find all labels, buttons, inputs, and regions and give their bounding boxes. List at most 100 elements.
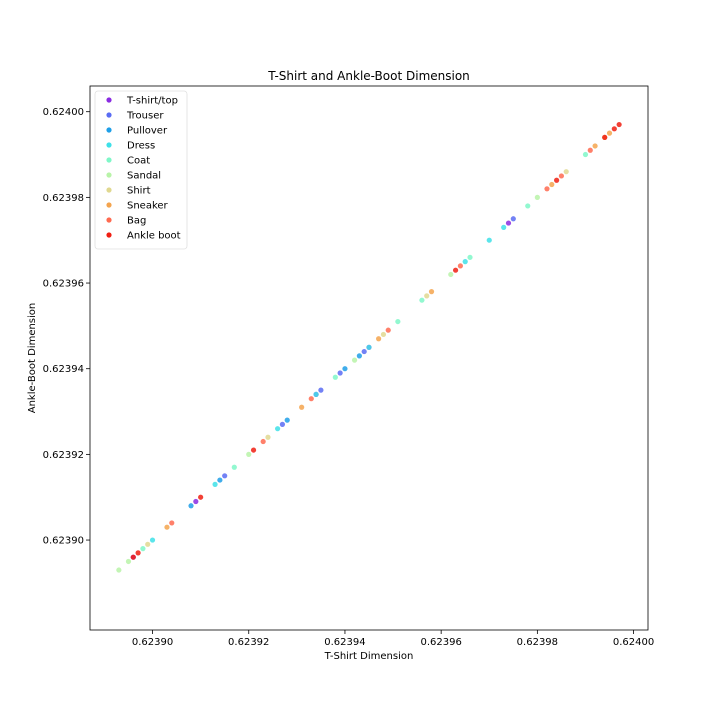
legend-marker [106,127,112,133]
point-dress [149,537,156,543]
point-ankle-boot [602,134,608,141]
point-sandal [116,567,122,573]
point-shirt [380,331,387,338]
point-sneaker [428,289,435,295]
point-pullover [188,503,194,509]
chart-title: T-Shirt and Ankle-Boot Dimension [267,69,470,83]
point-sneaker [299,404,305,410]
point-ankle-boot [611,126,617,132]
point-trouser [279,421,286,427]
point-trouser [222,473,228,479]
x-tick-label: 0.62398 [517,637,558,648]
point-dress [212,481,218,487]
x-tick-label: 0.62390 [132,637,173,648]
legend: T-shirt/top Trouser Pullover Dress Coat Sanda… [94,90,188,250]
point-pullover [217,477,223,483]
legend-label: Coat [127,156,150,167]
point-sandal [125,558,132,565]
point-coat [525,203,531,209]
point-ankle-boot [198,494,204,500]
point-trouser [510,216,516,222]
point-bag [558,173,565,179]
point-sandal [448,271,454,278]
point-ankle-boot [130,554,136,560]
point-bag [457,263,463,269]
legend-label: Bag [127,216,146,227]
point-coat [419,297,425,303]
x-tick-label: 0.62392 [228,637,269,648]
legend-marker [106,202,112,208]
point-ankle-boot [135,550,141,556]
points-layer [116,121,622,573]
point-shirt [265,434,271,440]
point-trouser [337,370,343,376]
legend-marker [106,112,112,118]
point-sneaker [549,181,555,188]
point-coat [231,464,237,470]
point-dress [366,344,372,350]
x-axis-title: T-Shirt Dimension [324,651,414,662]
point-ankle-boot [554,177,560,183]
y-tick-label: 0.62394 [43,364,84,375]
point-bag [544,186,550,192]
legend-marker [106,97,112,103]
point-bag [308,396,314,402]
point-t-shirt-top [193,498,199,505]
point-shirt [424,293,430,299]
x-tick-label: 0.62396 [420,637,461,648]
plot-frame [89,85,649,631]
point-coat [332,374,338,380]
point-sandal [534,194,540,200]
point-ankle-boot [250,447,257,453]
point-coat [467,254,473,260]
point-sandal [246,451,252,457]
x-tick-label: 0.62400 [613,637,654,648]
point-dress [275,426,281,432]
x-tick-label: 0.62394 [324,637,365,648]
legend-label: Sneaker [127,201,169,212]
y-tick-label: 0.62398 [43,193,84,204]
point-coat [582,151,589,158]
point-bag [587,147,593,153]
legend-label: T-shirt/top [126,96,178,107]
y-tick-label: 0.62400 [43,107,84,118]
axes-layer: 0.62390 0.62392 0.62394 0.62396 0.62398 0.624… [43,85,654,648]
legend-label: Shirt [127,186,151,197]
point-sandal [351,357,358,363]
legend-marker [106,142,112,148]
point-dress [486,237,492,243]
point-sneaker [592,143,598,149]
point-coat [395,318,401,325]
point-shirt [563,169,569,175]
point-trouser [361,348,367,355]
legend-label: Pullover [127,126,168,137]
point-pullover [342,366,348,372]
legend-label: Ankle boot [127,231,181,242]
point-bag [385,327,391,333]
y-tick-label: 0.62396 [43,279,84,290]
point-t-shirt-top [505,220,512,226]
legend-label: Trouser [126,111,164,122]
y-axis-title: Ankle-Boot Dimension [27,303,38,414]
point-shirt [145,541,151,547]
y-tick-label: 0.62392 [43,450,84,461]
legend-label: Sandal [127,171,161,182]
legend-marker [106,157,112,163]
point-bag [169,520,175,526]
point-bag [260,438,266,445]
point-dress [313,391,319,398]
point-pullover [284,417,290,423]
point-ankle-boot [616,121,622,128]
legend-marker [106,172,112,178]
point-ankle-boot [452,267,459,273]
legend-marker [106,187,112,193]
point-coat [140,546,146,552]
point-sneaker [606,130,613,136]
legend-label: Dress [127,141,155,152]
point-sneaker [376,336,382,342]
legend-marker [106,232,112,238]
point-dress [501,224,507,230]
legend-box [94,90,188,250]
point-dress [462,259,468,265]
